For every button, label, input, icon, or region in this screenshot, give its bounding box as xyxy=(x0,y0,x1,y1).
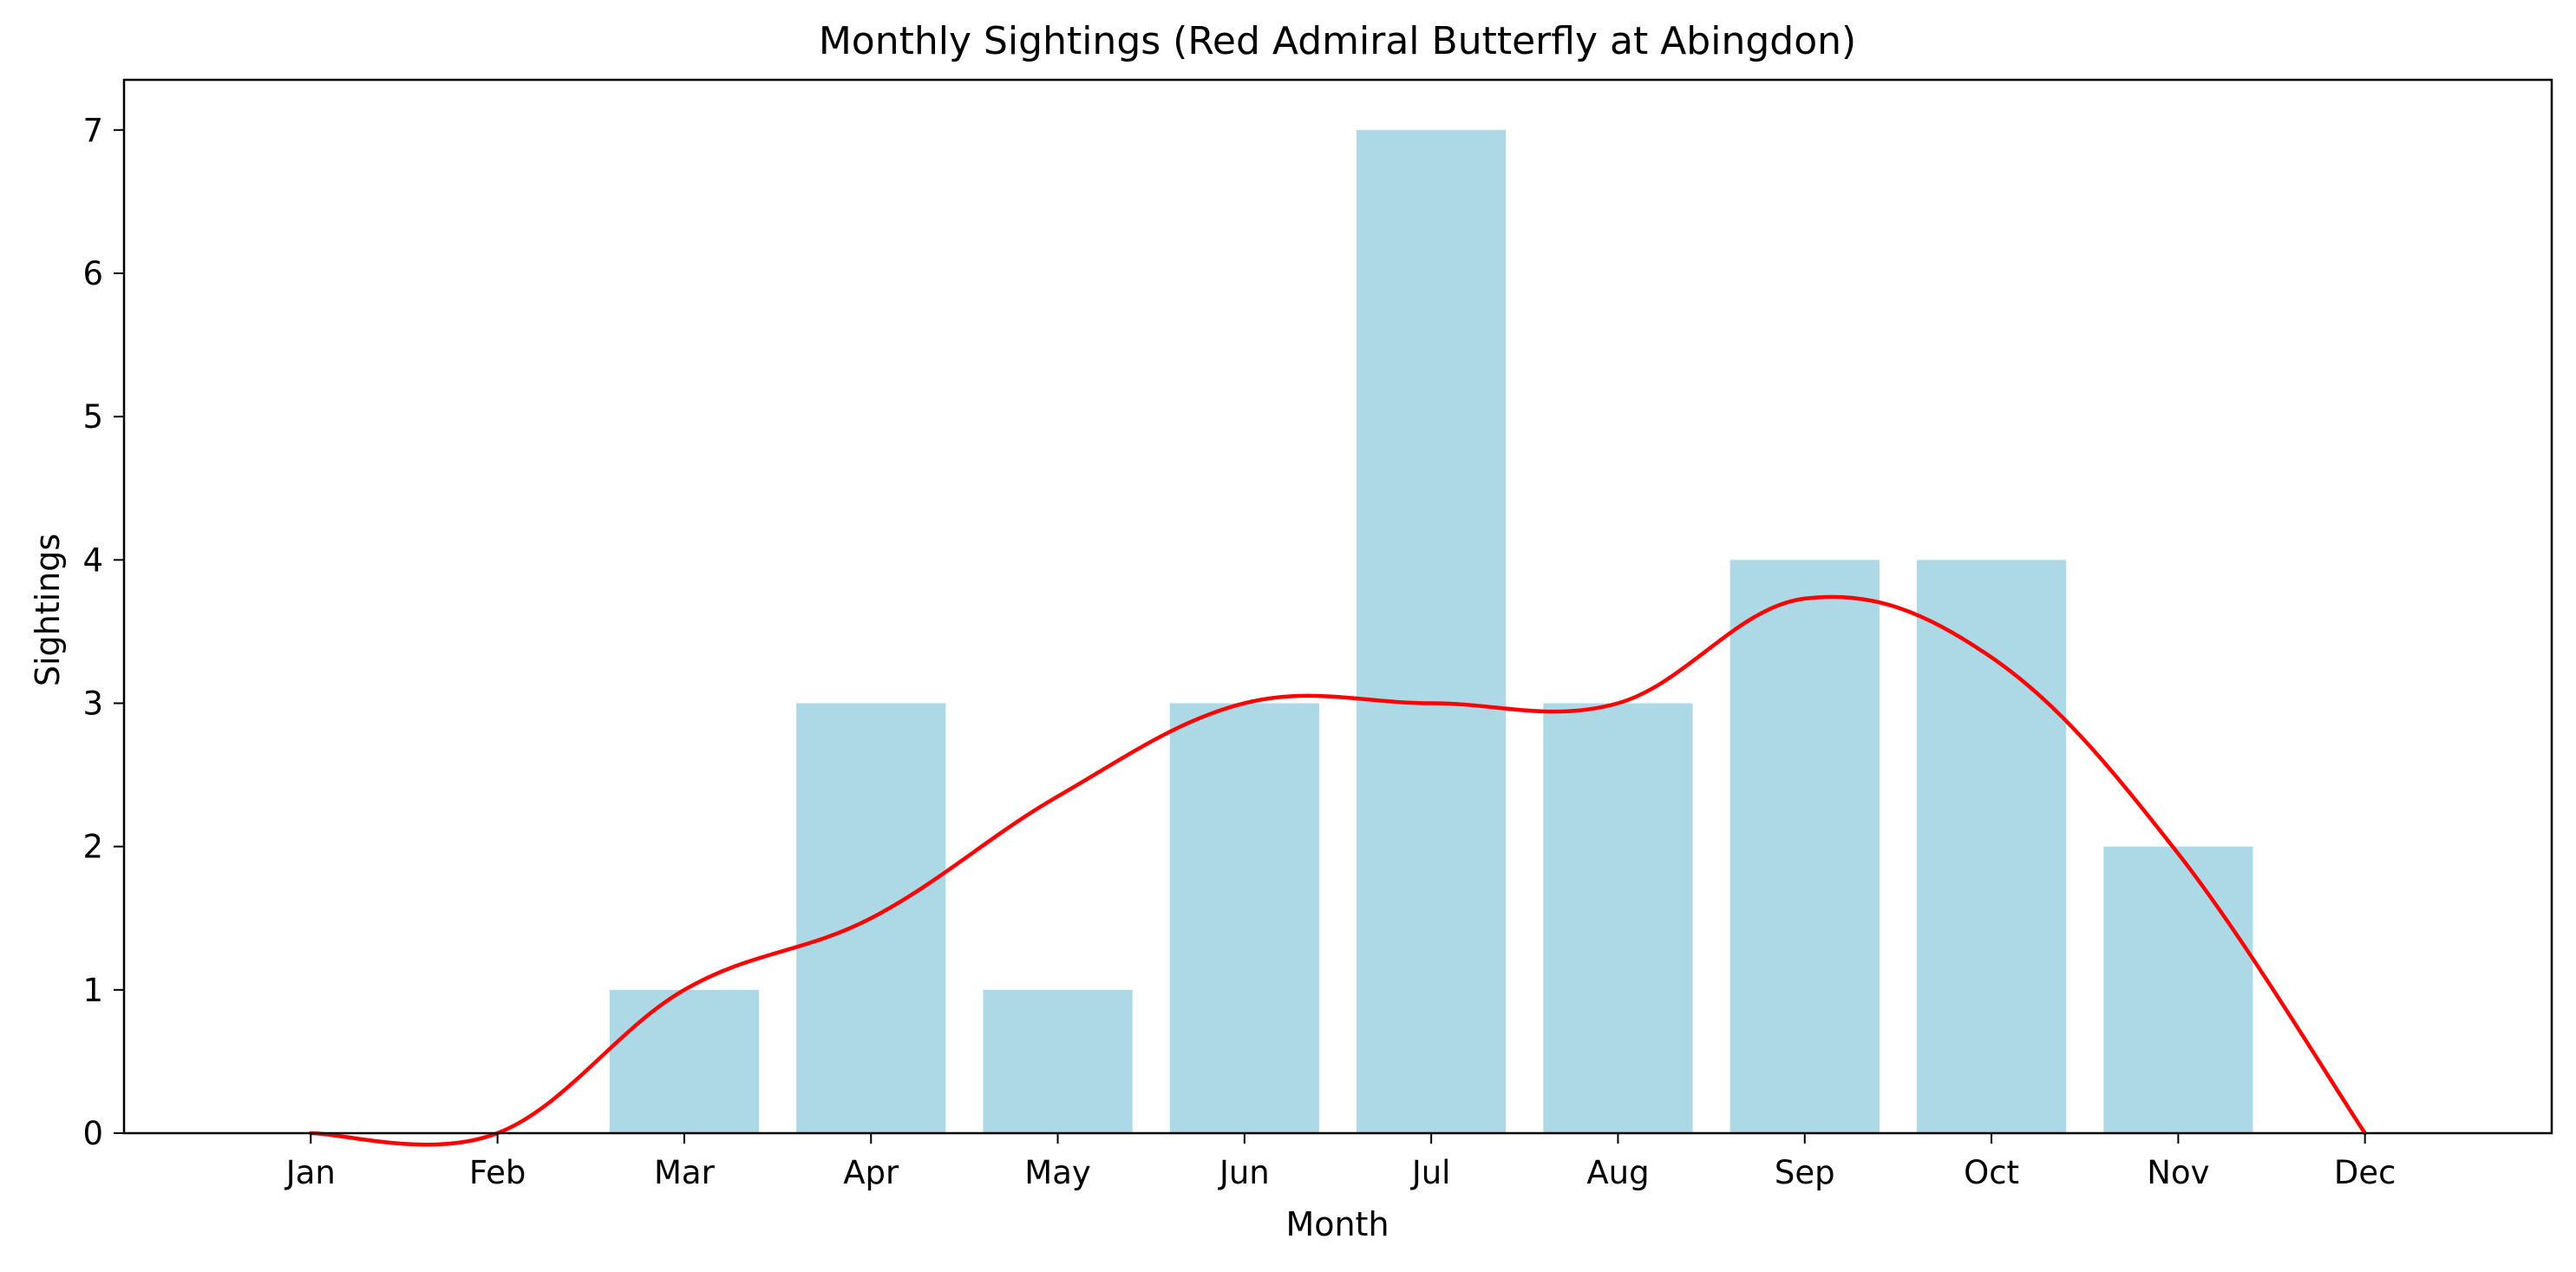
plot-layer: Jan Feb Mar Apr May Jun Jul Aug Sep Oct Nov Dec 0 1 2 3… xyxy=(82,78,2553,1191)
x-tick-label-sep: Sep xyxy=(1775,1154,1835,1191)
chart-title: Monthly Sightings (Red Admiral Butterfly… xyxy=(819,19,1856,63)
x-tick-label-nov: Nov xyxy=(2147,1154,2209,1191)
bar-mar xyxy=(609,989,760,1133)
y-tick-label-5: 5 xyxy=(82,398,103,436)
bar-jul xyxy=(1357,129,1507,1133)
x-tick-label-apr: Apr xyxy=(843,1154,899,1191)
x-tick-label-aug: Aug xyxy=(1586,1154,1649,1191)
y-tick-label-7: 7 xyxy=(82,112,103,149)
bar-aug xyxy=(1543,703,1693,1133)
x-tick-label-dec: Dec xyxy=(2334,1154,2396,1191)
x-axis-label: Month xyxy=(1285,1205,1389,1243)
bar-sep xyxy=(1729,560,1880,1133)
x-tick-label-feb: Feb xyxy=(469,1154,526,1191)
y-tick-label-6: 6 xyxy=(82,255,103,292)
y-tick-label-0: 0 xyxy=(82,1115,103,1152)
x-tick-label-jan: Jan xyxy=(284,1154,336,1191)
x-tick-label-oct: Oct xyxy=(1964,1154,2019,1191)
bar-jun xyxy=(1169,703,1319,1133)
y-axis-label: Sightings xyxy=(29,534,67,686)
x-tick-label-jun: Jun xyxy=(1218,1154,1270,1191)
smoothed-trend-line xyxy=(309,594,2367,1147)
y-tick-label-2: 2 xyxy=(82,829,103,866)
bar-oct xyxy=(1916,560,2067,1133)
bar-may xyxy=(983,989,1133,1133)
y-tick-label-1: 1 xyxy=(82,972,103,1009)
plot-frame xyxy=(122,78,2553,1135)
y-tick-label-3: 3 xyxy=(82,685,103,722)
x-tick-label-jul: Jul xyxy=(1410,1154,1451,1191)
bar-nov xyxy=(2103,846,2253,1133)
x-tick-label-mar: Mar xyxy=(654,1154,716,1191)
x-tick-label-may: May xyxy=(1024,1154,1091,1191)
y-tick-label-4: 4 xyxy=(82,541,103,579)
